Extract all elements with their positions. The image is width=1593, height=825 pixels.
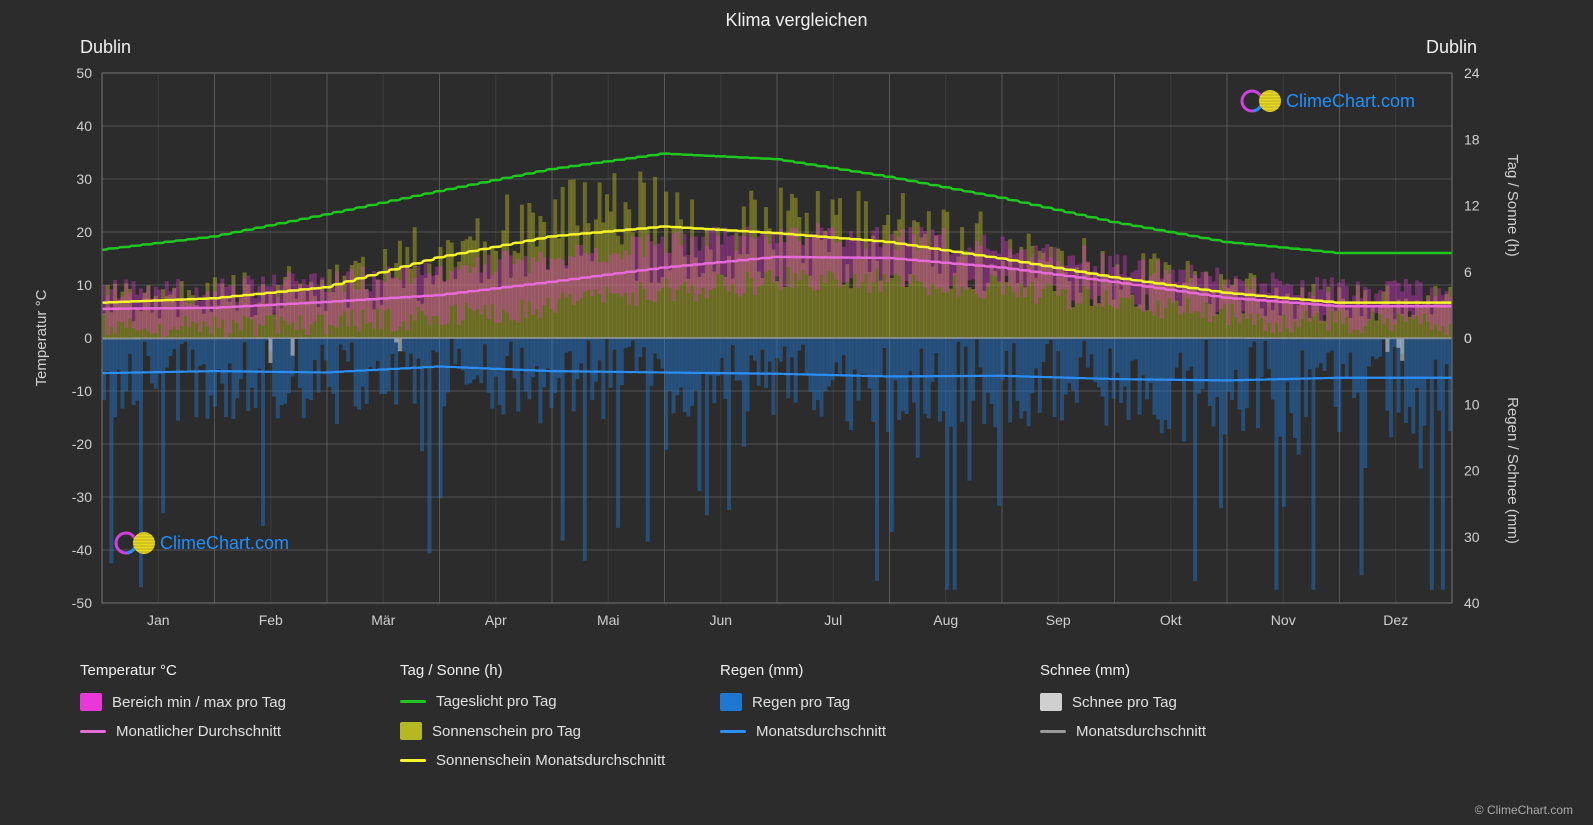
legend-heading-sun: Tag / Sonne (h) [400, 662, 680, 679]
svg-text:-10: -10 [72, 383, 92, 399]
legend-item-snow-bar: Schnee pro Tag [1040, 693, 1320, 711]
svg-text:30: 30 [1464, 529, 1480, 545]
svg-text:Jun: Jun [709, 612, 732, 628]
legend-label: Tageslicht pro Tag [436, 693, 557, 710]
svg-text:Jan: Jan [147, 612, 170, 628]
svg-text:12: 12 [1464, 198, 1480, 214]
svg-text:Dez: Dez [1383, 612, 1408, 628]
legend-group-snow: Schnee (mm) Schnee pro Tag Monatsdurchsc… [1040, 662, 1320, 769]
svg-text:-40: -40 [72, 542, 92, 558]
svg-text:20: 20 [1464, 463, 1480, 479]
svg-text:-20: -20 [72, 436, 92, 452]
svg-text:Apr: Apr [485, 612, 507, 628]
svg-text:40: 40 [1464, 595, 1480, 611]
svg-text:Okt: Okt [1160, 612, 1182, 628]
svg-text:6: 6 [1464, 264, 1472, 280]
swatch-rain-avg [720, 730, 746, 733]
svg-text:18: 18 [1464, 131, 1480, 147]
legend-item-daylight: Tageslicht pro Tag [400, 693, 680, 710]
svg-text:Aug: Aug [933, 612, 958, 628]
svg-text:Mai: Mai [597, 612, 620, 628]
copyright: © ClimeChart.com [1475, 803, 1573, 817]
svg-text:Nov: Nov [1271, 612, 1296, 628]
svg-text:0: 0 [84, 330, 92, 346]
legend-item-rain-bar: Regen pro Tag [720, 693, 1000, 711]
legend-label: Monatsdurchschnitt [1076, 723, 1206, 740]
svg-text:30: 30 [76, 171, 92, 187]
legend-label: Sonnenschein pro Tag [432, 723, 581, 740]
legend-heading-temp: Temperatur °C [80, 662, 360, 679]
svg-text:10: 10 [76, 277, 92, 293]
swatch-sunshine-avg [400, 759, 426, 762]
legend-label: Schnee pro Tag [1072, 694, 1177, 711]
legend-label: Bereich min / max pro Tag [112, 694, 286, 711]
svg-text:24: 24 [1464, 65, 1480, 81]
legend-label: Regen pro Tag [752, 694, 850, 711]
svg-text:Regen / Schnee (mm): Regen / Schnee (mm) [1504, 397, 1521, 544]
legend-group-rain: Regen (mm) Regen pro Tag Monatsdurchschn… [720, 662, 1000, 769]
swatch-sunshine-bar [400, 722, 422, 740]
svg-text:Mär: Mär [371, 612, 395, 628]
svg-text:Tag / Sonne (h): Tag / Sonne (h) [1504, 154, 1521, 257]
svg-text:10: 10 [1464, 396, 1480, 412]
legend-heading-rain: Regen (mm) [720, 662, 1000, 679]
legend-item-sunshine-bar: Sonnenschein pro Tag [400, 722, 680, 740]
swatch-rain-bar [720, 693, 742, 711]
legend-item-temp-range: Bereich min / max pro Tag [80, 693, 360, 711]
svg-text:20: 20 [76, 224, 92, 240]
legend-label: Monatsdurchschnitt [756, 723, 886, 740]
swatch-temp-range [80, 693, 102, 711]
svg-text:40: 40 [76, 118, 92, 134]
swatch-temp-avg [80, 730, 106, 733]
legend-item-rain-avg: Monatsdurchschnitt [720, 723, 1000, 740]
legend-group-sun: Tag / Sonne (h) Tageslicht pro Tag Sonne… [400, 662, 680, 769]
legend-label: Sonnenschein Monatsdurchschnitt [436, 752, 665, 769]
svg-text:Jul: Jul [824, 612, 842, 628]
svg-text:Sep: Sep [1046, 612, 1071, 628]
swatch-snow-avg [1040, 730, 1066, 733]
page-root: Klima vergleichen Dublin Dublin -50 -40 -3… [0, 0, 1593, 825]
svg-text:-50: -50 [72, 595, 92, 611]
svg-text:ClimeChart.com: ClimeChart.com [1286, 91, 1415, 111]
legend: Temperatur °C Bereich min / max pro Tag … [20, 662, 1573, 769]
city-right-label: Dublin [1426, 37, 1477, 58]
legend-heading-snow: Schnee (mm) [1040, 662, 1320, 679]
svg-text:-30: -30 [72, 489, 92, 505]
legend-group-temp: Temperatur °C Bereich min / max pro Tag … [80, 662, 360, 769]
legend-label: Monatlicher Durchschnitt [116, 723, 281, 740]
legend-item-sunshine-avg: Sonnenschein Monatsdurchschnitt [400, 752, 680, 769]
city-left-label: Dublin [80, 37, 131, 58]
climate-chart: -50-40-30-20-100102030405006121824010203… [20, 37, 1573, 637]
swatch-snow-bar [1040, 693, 1062, 711]
swatch-daylight [400, 700, 426, 703]
svg-text:50: 50 [76, 65, 92, 81]
svg-text:0: 0 [1464, 330, 1472, 346]
legend-item-snow-avg: Monatsdurchschnitt [1040, 723, 1320, 740]
svg-text:Feb: Feb [259, 612, 283, 628]
svg-text:Temperatur °C: Temperatur °C [33, 289, 50, 386]
svg-text:ClimeChart.com: ClimeChart.com [160, 533, 289, 553]
chart-wrap: Dublin Dublin -50 -40 -30 -20 -10 0 10 20 30 40 50… [20, 37, 1573, 640]
chart-title: Klima vergleichen [20, 10, 1573, 31]
legend-item-temp-avg: Monatlicher Durchschnitt [80, 723, 360, 740]
